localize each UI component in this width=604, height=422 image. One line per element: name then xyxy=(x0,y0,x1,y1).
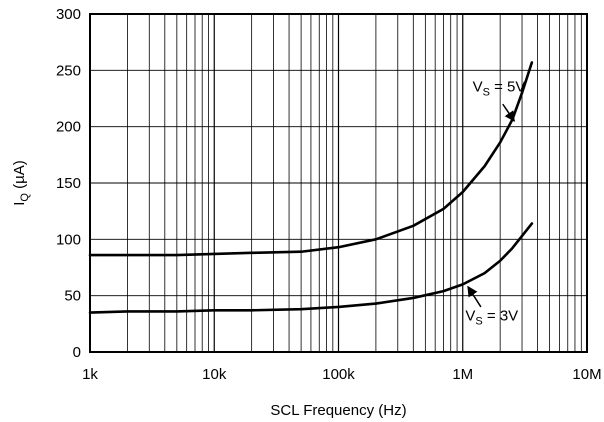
series-label-vs3-rest: = 3V xyxy=(483,307,518,324)
y-axis-title: IQ (µA) xyxy=(11,160,31,206)
series-line-vs3 xyxy=(88,222,534,314)
y-tick-label: 300 xyxy=(56,6,81,23)
series-label-arrow-vs3 xyxy=(467,285,482,308)
x-tick-label: 10M xyxy=(572,366,601,383)
series-label-vs5-main: V xyxy=(473,79,483,96)
series-label-vs3-sub: S xyxy=(475,315,482,327)
series-label-arrow-vs5 xyxy=(502,103,515,122)
series-label-vs5: VS = 5V xyxy=(473,79,526,99)
series-label-vs5-rest: = 5V xyxy=(490,79,525,96)
series-label-vs3-main: V xyxy=(465,307,475,324)
x-tick-label: 100k xyxy=(322,366,355,383)
y-tick-label: 0 xyxy=(73,344,81,361)
series-label-vs3: VS = 3V xyxy=(465,307,518,327)
y-axis-title-sub: Q xyxy=(19,193,31,202)
series-line-vs5 xyxy=(88,61,534,257)
y-tick-label: 150 xyxy=(56,175,81,192)
series-label-vs5-sub: S xyxy=(483,87,490,99)
x-axis-title: SCL Frequency (Hz) xyxy=(270,402,406,419)
y-tick-label: 50 xyxy=(64,288,81,305)
y-axis-title-main: I xyxy=(11,202,28,206)
y-tick-label: 100 xyxy=(56,231,81,248)
annotations: VS = 5V VS = 3V xyxy=(465,79,525,328)
plot-frame xyxy=(89,13,588,353)
y-axis-title-unit: (µA) xyxy=(11,160,28,193)
grid xyxy=(90,14,587,352)
y-tick-label: 250 xyxy=(56,62,81,79)
x-tick-label: 10k xyxy=(202,366,227,383)
tick-labels: 1k 10k 100k 1M 10M 0 50 100 150 200 250 300 xyxy=(56,6,602,383)
series-layer xyxy=(88,61,534,314)
y-tick-label: 200 xyxy=(56,119,81,136)
x-tick-label: 1M xyxy=(452,366,473,383)
x-tick-label: 1k xyxy=(82,366,98,383)
